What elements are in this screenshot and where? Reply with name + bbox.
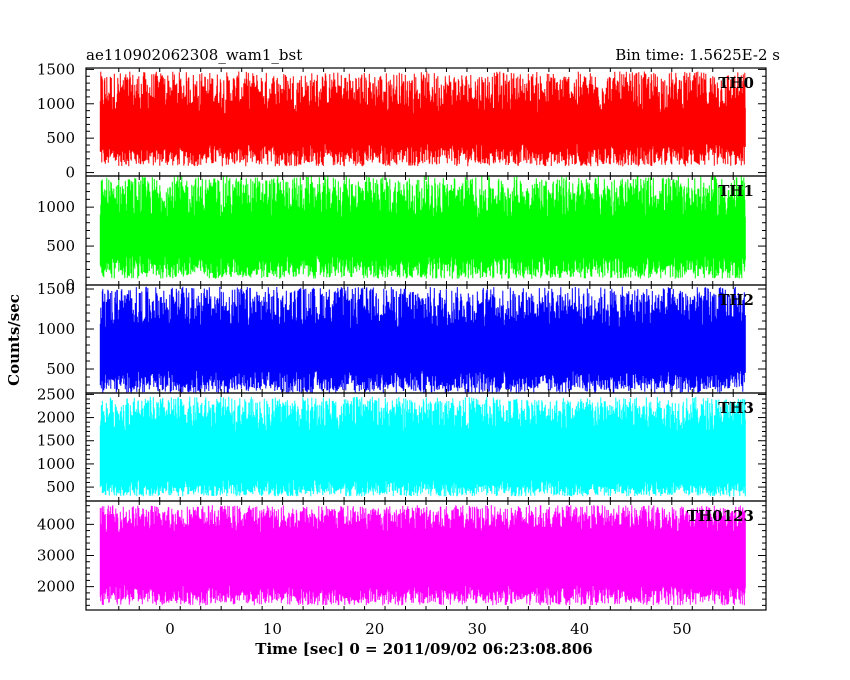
y-tick-label: 500	[46, 129, 75, 147]
panel-th0: 0 500 1000 1500 TH0	[37, 60, 767, 182]
y-tick-label: 2500	[37, 385, 75, 403]
panel-th3: 500 1000 1500 2000 2500 TH3	[37, 385, 767, 502]
x-axis-ticks: 0 10 20 30 40 50	[165, 620, 691, 638]
y-tick-label: 1500	[37, 432, 75, 450]
y-tick-label: 1000	[37, 95, 75, 113]
y-tick-label: 500	[46, 360, 75, 378]
panel-th1: 0 500 1000 TH1	[37, 175, 767, 294]
chart-title-left: ae110902062308_wam1_bst	[86, 46, 302, 64]
y-tick-label: 0	[65, 276, 75, 294]
y-tick-label: 1000	[37, 198, 75, 216]
panel-th2: 500 1000 1500 TH2	[37, 280, 767, 394]
y-axis-title: Counts/sec	[5, 294, 23, 386]
series-line-th0	[99, 71, 746, 167]
panel-label-th0: TH0	[718, 74, 754, 92]
y-tick-label: 3000	[37, 547, 75, 565]
y-tick-label: 1000	[37, 320, 75, 338]
x-axis-title: Time [sec] 0 = 2011/09/02 06:23:08.806	[255, 640, 592, 658]
y-tick-label: 1500	[37, 60, 75, 78]
series-line-th0123	[99, 505, 746, 606]
panel-th0123: 2000 3000 4000 TH0123	[37, 500, 767, 611]
series-line-th2	[99, 286, 746, 394]
panel-label-th1: TH1	[718, 182, 754, 200]
x-tick-label: 40	[570, 620, 589, 638]
x-tick-label: 50	[672, 620, 691, 638]
y-tick-label: 500	[46, 237, 75, 255]
series-line-th3	[99, 396, 746, 497]
y-tick-label: 0	[65, 164, 75, 182]
panel-label-th3: TH3	[718, 399, 754, 417]
y-tick-label: 500	[46, 478, 75, 496]
y-tick-label: 4000	[37, 515, 75, 533]
panel-label-th2: TH2	[718, 291, 754, 309]
y-tick-label: 2000	[37, 409, 75, 427]
series-line-th1	[99, 175, 746, 279]
panel-label-th0123: TH0123	[687, 507, 754, 525]
chart-title-right: Bin time: 1.5625E-2 s	[615, 46, 780, 64]
x-tick-label: 10	[263, 620, 282, 638]
x-tick-label: 20	[365, 620, 384, 638]
panels-group: 0 500 1000 1500 TH0 0 500 1000 TH1 500 1000 1500 TH2…	[37, 60, 767, 611]
y-tick-label: 2000	[37, 578, 75, 596]
y-tick-label: 1000	[37, 455, 75, 473]
x-tick-label: 0	[165, 620, 175, 638]
y-tick-label: 1500	[37, 280, 75, 298]
x-tick-label: 30	[468, 620, 487, 638]
